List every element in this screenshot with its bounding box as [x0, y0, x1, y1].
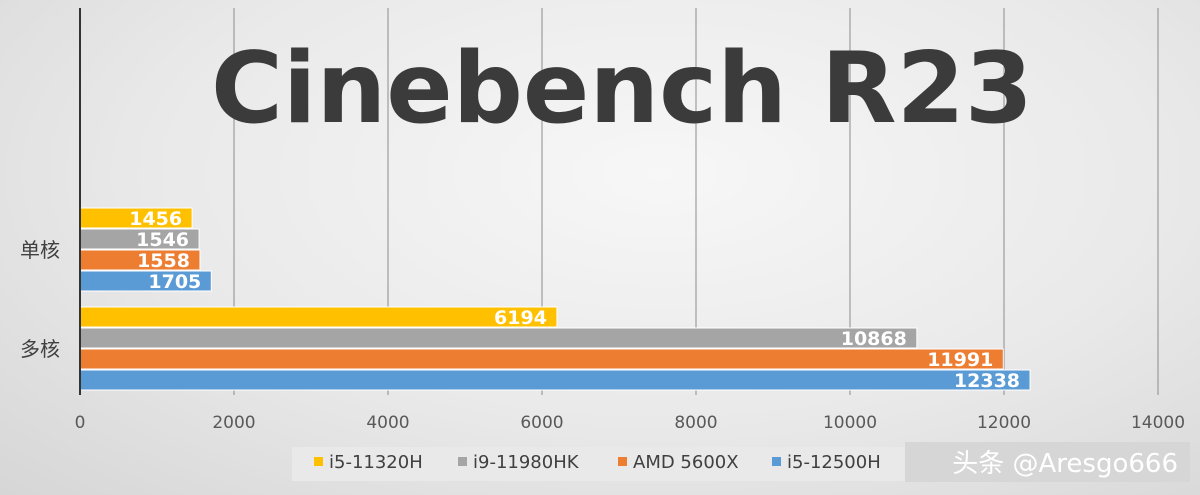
legend: i5-11320H i9-11980HK AMD 5600X i5-12500H [292, 447, 912, 481]
legend-swatch [618, 457, 627, 466]
x-tick-label: 4000 [366, 413, 409, 433]
legend-label: i9-11980HK [473, 452, 580, 473]
legend-swatch [458, 457, 467, 466]
x-axis-ticks: 0 2000 4000 6000 8000 10000 12000 14000 [75, 413, 1185, 433]
data-label: 1456 [129, 208, 182, 230]
legend-label: AMD 5600X [633, 452, 739, 473]
x-tick-label: 14000 [1131, 413, 1185, 433]
data-label: 11991 [927, 349, 993, 371]
data-label: 10868 [841, 328, 907, 350]
data-label: 1546 [136, 229, 189, 251]
data-label: 1705 [148, 271, 201, 293]
bar [79, 348, 1004, 370]
bar [79, 306, 558, 328]
grid-lines [233, 8, 1159, 395]
watermark-background [905, 442, 1190, 482]
watermark: 头条 @Aresgo666 [905, 442, 1190, 482]
data-label: 6194 [494, 307, 547, 329]
data-label: 12338 [954, 370, 1020, 392]
bar [79, 327, 918, 349]
x-tick-label: 8000 [674, 413, 717, 433]
watermark-text: 头条 @Aresgo666 [952, 449, 1178, 479]
legend-background [292, 447, 912, 481]
x-tick-label: 0 [75, 413, 86, 433]
x-tick-label: 2000 [212, 413, 255, 433]
category-label: 单核 [20, 238, 60, 262]
x-tick-label: 10000 [823, 413, 877, 433]
x-tick-label: 6000 [520, 413, 563, 433]
legend-label: i5-11320H [329, 452, 423, 473]
x-tick-label: 12000 [977, 413, 1031, 433]
chart-title: Cinebench R23 [211, 32, 1033, 146]
bar [79, 369, 1031, 391]
legend-label: i5-12500H [787, 452, 881, 473]
legend-swatch [314, 457, 323, 466]
data-label: 1558 [137, 250, 190, 272]
category-label: 多核 [20, 337, 60, 361]
legend-swatch [772, 457, 781, 466]
